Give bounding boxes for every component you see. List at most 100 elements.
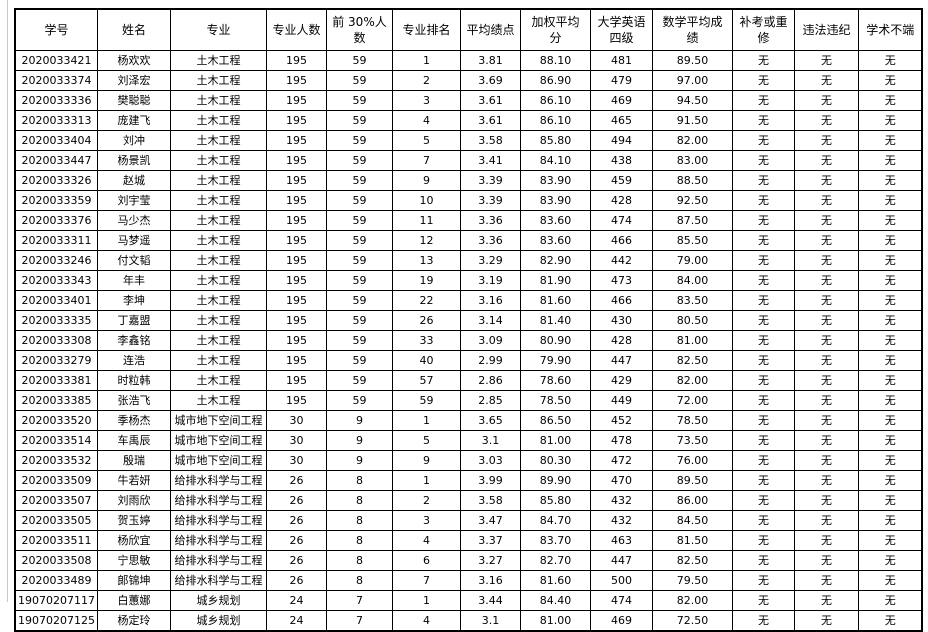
cell-gpa: 3.47 [459,510,521,531]
cell-gpa: 3.36 [459,210,521,231]
cell-top30_count: 59 [325,350,393,371]
table-row: 2020033447 杨景凯 土木工程 195 59 7 3.41 84.10 438 83.00… [14,150,923,171]
cell-major_count: 195 [265,350,327,371]
cell-math_avg: 84.00 [651,270,733,291]
cell-major_rank: 10 [391,190,461,211]
cell-gpa: 3.03 [459,450,521,471]
cell-law_violation: 无 [793,370,859,391]
cell-student_id: 2020033376 [14,210,98,231]
cell-major_rank: 1 [391,590,461,611]
cell-law_violation: 无 [793,70,859,91]
cell-top30_count: 59 [325,290,393,311]
cell-gpa: 3.1 [459,610,521,632]
cell-math_avg: 81.00 [651,330,733,351]
cell-law_violation: 无 [793,210,859,231]
column-header-major_rank: 专业排名 [391,8,461,51]
cell-major_rank: 1 [391,470,461,491]
cell-name: 连浩 [96,350,171,371]
cell-major_count: 195 [265,330,327,351]
cell-name: 马梦遥 [96,230,171,251]
cell-cet4: 478 [589,430,653,451]
cell-makeup_or_retake: 无 [731,130,795,151]
cell-cet4: 470 [589,470,653,491]
cell-academic_misconduct: 无 [857,290,923,311]
column-header-weighted_avg: 加权平均 分 [519,8,591,51]
cell-math_avg: 91.50 [651,110,733,131]
cell-cet4: 494 [589,130,653,151]
cell-major: 土木工程 [169,70,267,91]
table-row: 2020033421 杨欢欢 土木工程 195 59 1 3.81 88.10 481 89.50… [14,50,923,71]
cell-major: 土木工程 [169,170,267,191]
cell-student_id: 2020033308 [14,330,98,351]
cell-student_id: 2020033404 [14,130,98,151]
cell-weighted_avg: 79.90 [519,350,591,371]
cell-cet4: 428 [589,330,653,351]
cell-major_count: 195 [265,150,327,171]
cell-major: 城乡规划 [169,590,267,611]
cell-law_violation: 无 [793,190,859,211]
cell-top30_count: 8 [325,510,393,531]
cell-makeup_or_retake: 无 [731,450,795,471]
cell-makeup_or_retake: 无 [731,590,795,611]
cell-law_violation: 无 [793,290,859,311]
cell-major: 土木工程 [169,110,267,131]
cell-makeup_or_retake: 无 [731,610,795,632]
cell-major_count: 195 [265,130,327,151]
cell-major: 给排水科学与工程 [169,470,267,491]
table-row: 2020033401 李坤 土木工程 195 59 22 3.16 81.60 466 83.50… [14,290,923,311]
column-header-student_id: 学号 [14,8,98,51]
cell-academic_misconduct: 无 [857,510,923,531]
cell-academic_misconduct: 无 [857,370,923,391]
cell-top30_count: 59 [325,130,393,151]
cell-student_id: 2020033421 [14,50,98,71]
cell-math_avg: 79.50 [651,570,733,591]
left-gridline [7,0,8,602]
cell-makeup_or_retake: 无 [731,110,795,131]
cell-major_rank: 12 [391,230,461,251]
cell-makeup_or_retake: 无 [731,210,795,231]
cell-major_count: 30 [265,410,327,431]
cell-cet4: 447 [589,550,653,571]
cell-major: 给排水科学与工程 [169,570,267,591]
cell-gpa: 3.29 [459,250,521,271]
cell-top30_count: 59 [325,70,393,91]
cell-academic_misconduct: 无 [857,470,923,491]
cell-math_avg: 73.50 [651,430,733,451]
column-header-major: 专业 [169,8,267,51]
cell-gpa: 3.61 [459,90,521,111]
cell-weighted_avg: 83.60 [519,230,591,251]
cell-name: 刘宇莹 [96,190,171,211]
cell-major_count: 26 [265,490,327,511]
cell-cet4: 481 [589,50,653,71]
cell-cet4: 474 [589,210,653,231]
table-row: 2020033359 刘宇莹 土木工程 195 59 10 3.39 83.90 428 92.5… [14,190,923,211]
column-header-major_count: 专业人数 [265,8,327,51]
cell-gpa: 3.41 [459,150,521,171]
cell-student_id: 2020033311 [14,230,98,251]
cell-cet4: 432 [589,510,653,531]
cell-math_avg: 80.50 [651,310,733,331]
cell-makeup_or_retake: 无 [731,570,795,591]
cell-makeup_or_retake: 无 [731,430,795,451]
cell-major: 土木工程 [169,130,267,151]
column-header-academic_misconduct: 学术不端 [857,8,923,51]
table-row: 2020033532 殷瑞 城市地下空间工程 30 9 9 3.03 80.30 472 76.0… [14,450,923,471]
cell-major_count: 24 [265,590,327,611]
cell-makeup_or_retake: 无 [731,330,795,351]
column-header-gpa: 平均绩点 [459,8,521,51]
cell-student_id: 2020033385 [14,390,98,411]
cell-math_avg: 92.50 [651,190,733,211]
cell-cet4: 449 [589,390,653,411]
cell-major: 城乡规划 [169,610,267,632]
cell-weighted_avg: 85.80 [519,130,591,151]
cell-student_id: 2020033507 [14,490,98,511]
cell-major_count: 195 [265,170,327,191]
cell-gpa: 3.16 [459,570,521,591]
cell-name: 牛若妍 [96,470,171,491]
table-header: 学号 姓名 专业 专业人数前 30%人 数专业排名 平均绩点 加权平均 分大学英语 四级数… [14,8,923,51]
cell-math_avg: 72.00 [651,390,733,411]
table-row: 2020033505 贺玉婷 给排水科学与工程 26 8 3 3.47 84.70 432 84.… [14,510,923,531]
cell-student_id: 2020033514 [14,430,98,451]
cell-gpa: 2.85 [459,390,521,411]
cell-major_count: 30 [265,430,327,451]
